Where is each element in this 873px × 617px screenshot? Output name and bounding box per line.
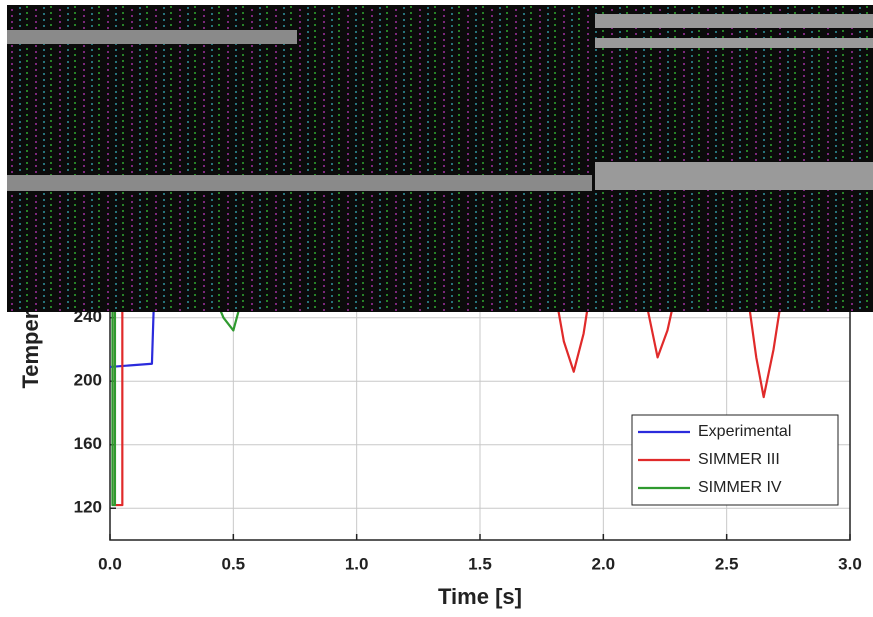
x-tick-label: 0.5 [222, 554, 246, 573]
y-tick-label: 200 [74, 371, 102, 390]
overlay [7, 5, 873, 312]
y-tick-label: 160 [74, 434, 102, 453]
x-tick-label: 2.5 [715, 554, 739, 573]
x-tick-label: 2.0 [592, 554, 616, 573]
legend-label: SIMMER III [698, 451, 780, 468]
legend-label: SIMMER IV [698, 479, 782, 496]
y-tick-label: 120 [74, 498, 102, 517]
x-axis-label: Time [s] [438, 584, 522, 609]
x-tick-label: 3.0 [838, 554, 862, 573]
x-tick-label: 0.0 [98, 554, 122, 573]
legend-label: Experimental [698, 423, 791, 440]
x-tick-label: 1.0 [345, 554, 369, 573]
x-tick-label: 1.5 [468, 554, 492, 573]
